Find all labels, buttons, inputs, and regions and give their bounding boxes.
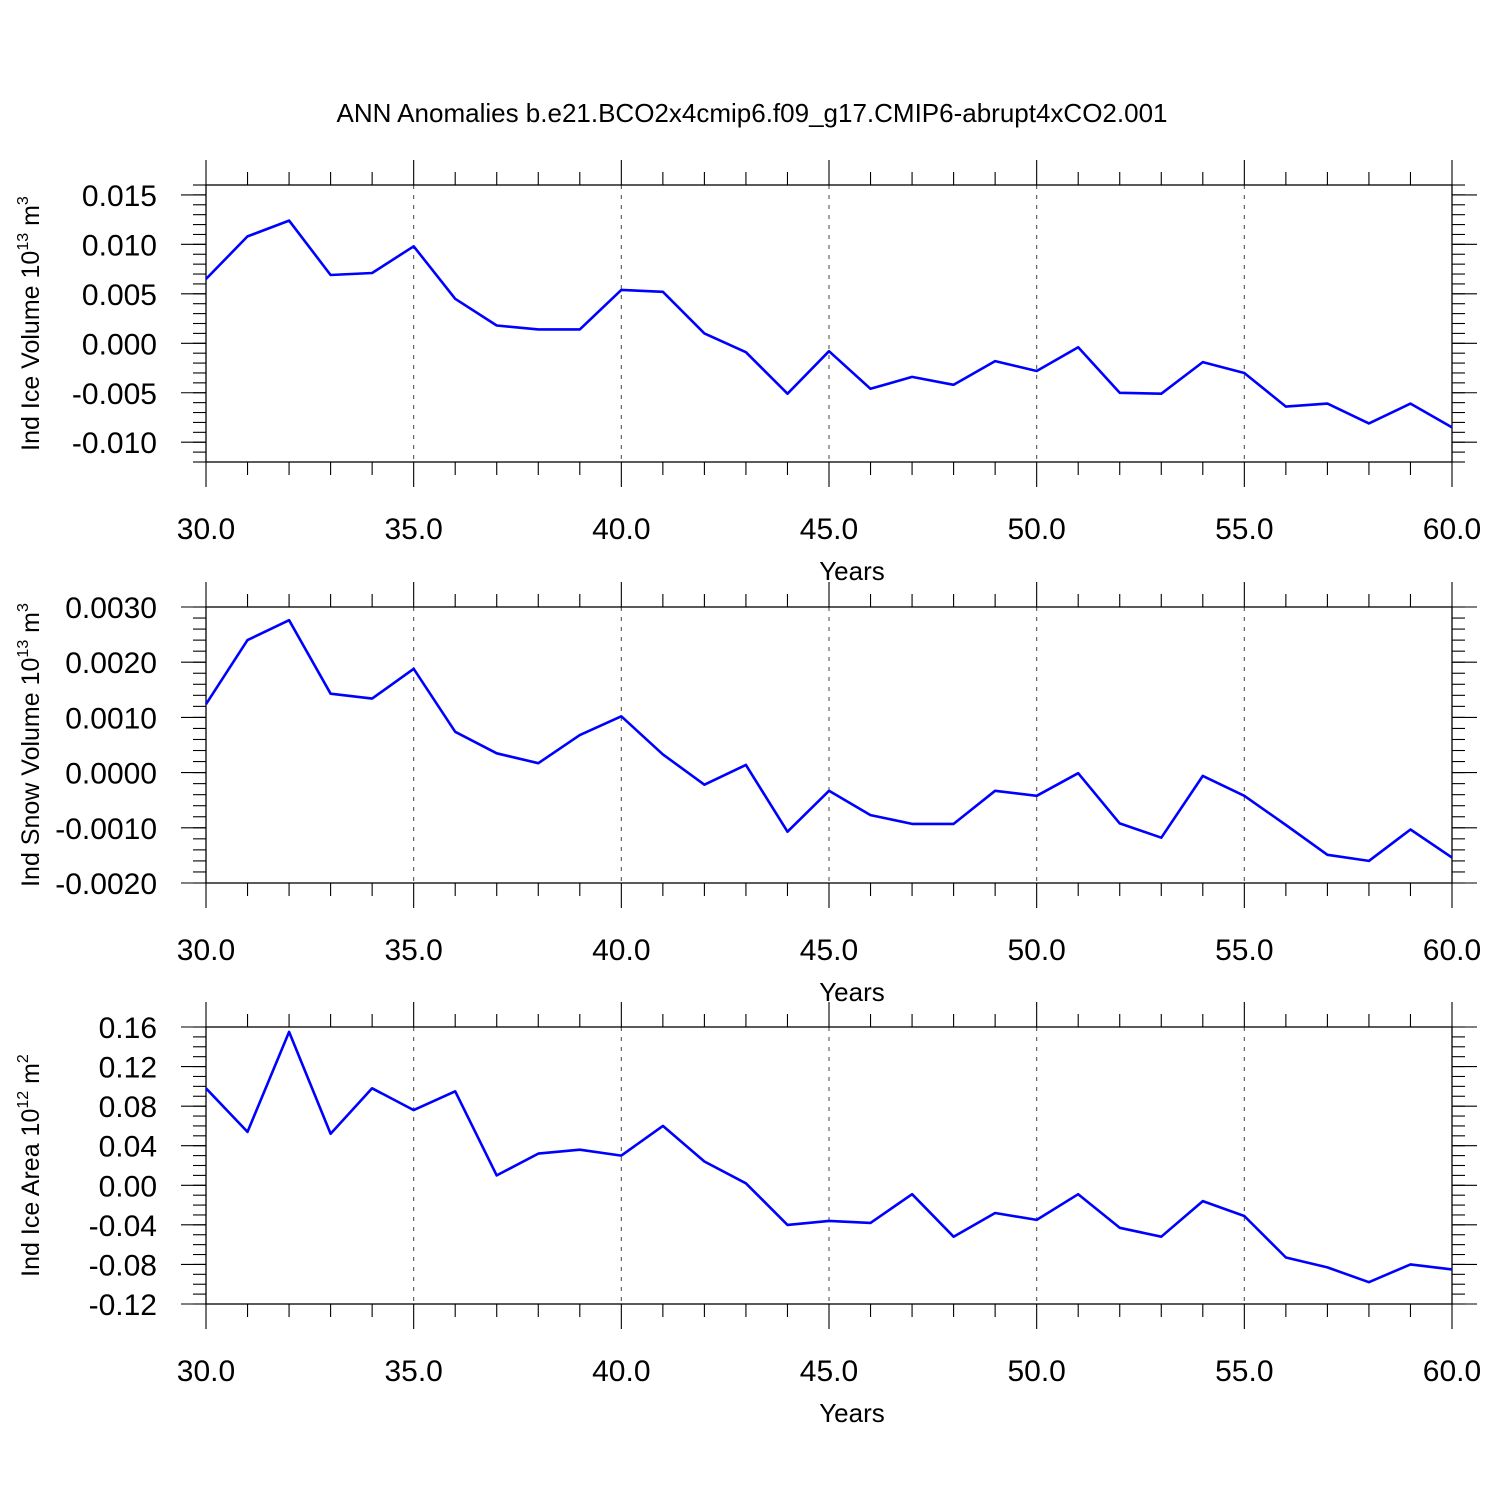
x-tick-label: 50.0 [1007, 1355, 1065, 1388]
y-tick-label: -0.08 [89, 1249, 157, 1282]
y-tick-label: -0.0010 [55, 813, 157, 846]
x-tick-label: 55.0 [1215, 1355, 1273, 1388]
x-tick-label: 60.0 [1423, 934, 1481, 967]
x-tick-label: 40.0 [592, 1355, 650, 1388]
x-axis-title: Years [819, 1398, 885, 1428]
x-tick-label: 40.0 [592, 513, 650, 546]
x-tick-label: 50.0 [1007, 513, 1065, 546]
panel-1: 0.015 0.010 0.005 0.000 -0.005 -0.010 30.0 35.0… [15, 160, 1481, 586]
panel-3: 0.16 0.12 0.08 0.04 0.00 -0.04 -0.08 -0.12 30.0 3… [15, 1002, 1481, 1428]
x-tick-label: 30.0 [177, 513, 235, 546]
y-axis-title: Ind Ice Volume 1013 m3 [15, 196, 45, 451]
y-tick-label: 0.0010 [65, 702, 157, 735]
x-tick-label: 45.0 [800, 934, 858, 967]
y-tick-label: 0.010 [82, 229, 157, 262]
x-tick-label: 30.0 [177, 1355, 235, 1388]
x-tick-label: 35.0 [384, 513, 442, 546]
x-tick-label: 35.0 [384, 934, 442, 967]
x-tick-label: 40.0 [592, 934, 650, 967]
x-tick-label: 55.0 [1215, 934, 1273, 967]
y-tick-label: 0.12 [99, 1052, 157, 1085]
x-tick-label: 50.0 [1007, 934, 1065, 967]
y-tick-label: 0.04 [99, 1131, 157, 1164]
series-line [205, 1030, 1453, 1284]
y-tick-label: 0.08 [99, 1091, 157, 1124]
y-axis-title: Ind Ice Area 1012 m2 [15, 1054, 45, 1277]
y-tick-label: 0.000 [82, 328, 157, 361]
x-axis-title: Years [819, 556, 885, 586]
y-tick-label: -0.005 [72, 378, 157, 411]
plot-frame [205, 184, 1453, 463]
y-tick-label: 0.005 [82, 279, 157, 312]
x-tick-label: 45.0 [800, 1355, 858, 1388]
x-tick-label: 55.0 [1215, 513, 1273, 546]
y-tick-label: -0.0020 [55, 868, 157, 901]
panels: 0.015 0.010 0.005 0.000 -0.005 -0.010 30.0 35.0… [15, 160, 1481, 1428]
y-tick-label: -0.12 [89, 1289, 157, 1322]
plot-frame [205, 1026, 1453, 1305]
x-axis-title: Years [819, 977, 885, 1007]
y-tick-label: 0.16 [99, 1012, 157, 1045]
x-tick-label: 60.0 [1423, 1355, 1481, 1388]
y-tick-label: 0.0030 [65, 592, 157, 625]
y-tick-label: -0.04 [89, 1210, 157, 1243]
x-tick-label: 30.0 [177, 934, 235, 967]
panel-2: 0.0030 0.0020 0.0010 0.0000 -0.0010 -0.0020 30… [15, 582, 1481, 1007]
plot-frame [205, 606, 1453, 884]
y-axis-title: Ind Snow Volume 1013 m3 [15, 603, 45, 887]
series-line [204, 618, 1453, 863]
figure-title: ANN Anomalies b.e21.BCO2x4cmip6.f09_g17.… [337, 98, 1168, 128]
y-tick-label: 0.00 [99, 1170, 157, 1203]
y-tick-label: 0.015 [82, 180, 157, 213]
y-tick-label: 0.0020 [65, 647, 157, 680]
x-tick-label: 45.0 [800, 513, 858, 546]
series-line [205, 219, 1453, 429]
x-tick-label: 60.0 [1423, 513, 1481, 546]
x-tick-label: 35.0 [384, 1355, 442, 1388]
y-tick-label: 0.0000 [65, 758, 157, 791]
y-tick-label: -0.010 [72, 427, 157, 460]
